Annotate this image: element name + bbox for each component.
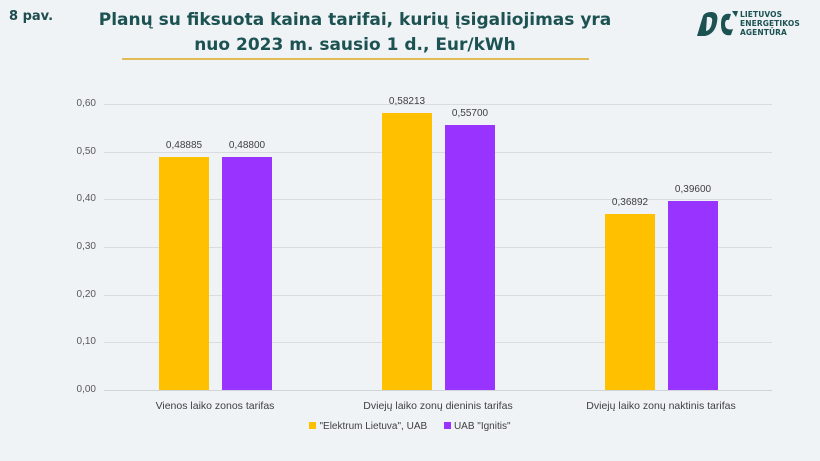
gridline (104, 152, 772, 153)
gridline (104, 199, 772, 200)
gridline (104, 295, 772, 296)
value-label: 0,58213 (388, 96, 426, 107)
gridline (104, 342, 772, 343)
bar-ignitis-nakties[interactable] (668, 201, 718, 390)
gridline (104, 104, 772, 105)
category-label: Dviejų laiko zonų dieninis tarifas (363, 400, 513, 412)
logo: LIETUVOS ENERGETIKOS AGENTŪRA (695, 9, 810, 39)
title-line-2: nuo 2023 m. sausio 1 d., Eur/kWh (194, 35, 516, 55)
x-axis-line (104, 390, 772, 391)
figure-label: 8 pav. (9, 9, 54, 24)
title-underline (122, 58, 589, 60)
value-label: 0,39600 (674, 184, 712, 195)
legend-item-elektrum[interactable]: "Elektrum Lietuva", UAB (309, 421, 427, 432)
gridline (104, 247, 772, 248)
y-tick: 0,60 (76, 98, 96, 109)
legend-label: "Elektrum Lietuva", UAB (319, 421, 428, 432)
value-label: 0,36892 (611, 197, 649, 208)
category-label: Vienos laiko zonos tarifas (155, 400, 275, 412)
legend-item-ignitis[interactable]: UAB "Ignitis" (443, 421, 511, 432)
legend-swatch-icon (309, 422, 317, 429)
legend: "Elektrum Lietuva", UAB UAB "Ignitis" (0, 421, 820, 432)
y-tick: 0,40 (76, 193, 96, 204)
category-label: Dviejų laiko zonų naktinis tarifas (586, 400, 736, 412)
y-tick: 0,30 (76, 241, 96, 252)
lea-logo-icon (697, 11, 738, 36)
logo-line-1: LIETUVOS (740, 10, 783, 19)
y-tick: 0,20 (76, 289, 96, 300)
legend-label: UAB "Ignitis" (453, 421, 511, 432)
logo-line-3: AGENTŪRA (740, 28, 787, 37)
legend-swatch-icon (443, 422, 451, 429)
value-label: 0,48800 (228, 140, 266, 151)
y-tick: 0,50 (76, 146, 96, 157)
plot-area: 0,48885 0,48800 0,58213 0,55700 0,36892 … (104, 96, 772, 391)
value-label: 0,55700 (451, 108, 489, 119)
value-label: 0,48885 (165, 140, 203, 151)
bar-ignitis-vienos[interactable] (222, 157, 272, 390)
bar-elektrum-dienos[interactable] (382, 113, 432, 390)
bar-ignitis-dienos[interactable] (445, 125, 495, 390)
bar-elektrum-nakties[interactable] (605, 214, 655, 390)
logo-line-2: ENERGETIKOS (740, 19, 800, 28)
title-line-1: Planų su fiksuota kaina tarifai, kurių į… (98, 10, 612, 30)
chart-title: Planų su fiksuota kaina tarifai, kurių į… (90, 8, 620, 58)
y-tick: 0,10 (76, 336, 96, 347)
bar-elektrum-vienos[interactable] (159, 157, 209, 390)
y-tick: 0,00 (76, 384, 96, 395)
